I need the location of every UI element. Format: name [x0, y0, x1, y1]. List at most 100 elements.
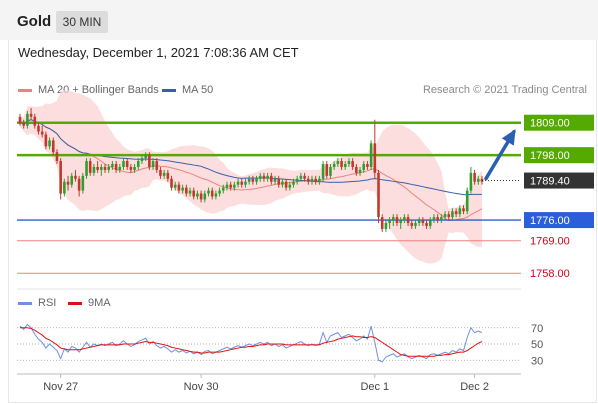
candle-body [447, 214, 451, 218]
rsi-tick-70: 70 [531, 323, 543, 335]
candle-body [469, 172, 473, 191]
candle-body [70, 175, 74, 185]
candle-body [192, 190, 196, 197]
candle-body [303, 175, 306, 179]
candle-body [329, 166, 332, 176]
candle-body [325, 164, 329, 176]
candle-body [96, 166, 99, 170]
bollinger-band [20, 90, 482, 264]
candle-body [159, 169, 162, 176]
candle-body [77, 178, 81, 191]
candle-body [33, 116, 37, 126]
level-label-1776.00: 1776.00 [530, 215, 570, 227]
candle-body [59, 161, 62, 194]
candle-body [81, 175, 85, 191]
candle-body [111, 164, 114, 167]
candle-body [369, 143, 373, 167]
candle-body [277, 178, 281, 185]
timestamp: Wednesday, December 1, 2021 7:08:36 AM C… [18, 45, 299, 60]
timeframe-button[interactable]: 30 MIN [56, 11, 108, 33]
candle-body [406, 217, 410, 224]
candle-body [51, 140, 55, 153]
candle-body [103, 166, 107, 170]
candle-body [395, 217, 399, 224]
candle-body [288, 184, 292, 188]
candle-body [29, 113, 33, 117]
copyright-text: Research © 2021 Trading Central [422, 84, 587, 96]
candle-body [199, 193, 203, 200]
level-label-1769.00: 1769.00 [530, 236, 570, 248]
candle-body [428, 220, 432, 226]
current-price-label: 1789.40 [530, 176, 570, 188]
candle-body [118, 166, 122, 170]
candle-body [266, 175, 269, 179]
candle-body [100, 166, 103, 170]
legend-swatch-9ma [68, 301, 82, 305]
candle-body [295, 178, 299, 182]
legend-9ma: 9MA [68, 297, 111, 309]
candle-body [358, 169, 362, 173]
candle-body [129, 166, 133, 170]
candle-body [140, 158, 144, 162]
candle-body [321, 164, 325, 179]
candle-body [310, 178, 314, 182]
candle-body [136, 161, 140, 167]
candle-body [477, 178, 480, 182]
candle-body [299, 175, 303, 179]
candle-body [255, 178, 258, 182]
rsi-tick-30: 30 [531, 355, 543, 367]
candle-body [48, 140, 51, 147]
candle-body [388, 220, 391, 224]
candle-body [162, 172, 166, 176]
candle-body [343, 164, 347, 167]
x-tick-label-Nov 27: Nov 27 [43, 381, 78, 393]
legend-ma50: MA 50 [162, 84, 213, 96]
candle-body [229, 184, 232, 188]
candle-body [233, 184, 236, 188]
candle-body [270, 175, 273, 182]
candle-body [436, 217, 439, 221]
candle-body [188, 190, 192, 194]
candle-body [37, 125, 40, 132]
candle-body [155, 161, 159, 170]
candle-body [432, 217, 436, 221]
candle-body [465, 190, 469, 212]
level-label-1798.00: 1798.00 [530, 150, 570, 162]
legend-swatch-rsi [18, 301, 32, 305]
level-label-1809.00: 1809.00 [530, 118, 570, 130]
candle-body [225, 184, 229, 188]
candle-body [55, 152, 59, 162]
candle-body [63, 181, 66, 194]
current-price-tag [524, 172, 594, 189]
candle-body [314, 178, 317, 182]
candle-body [221, 187, 225, 191]
candle-body [454, 211, 458, 215]
candle-body [236, 181, 240, 185]
x-tick-label-Nov 30: Nov 30 [184, 381, 219, 393]
legend-swatch-ma50 [162, 88, 176, 92]
candle-body [173, 184, 177, 188]
candle-body [133, 166, 136, 170]
candle-body [203, 193, 207, 200]
candle-body [451, 211, 454, 218]
candle-body [347, 161, 351, 165]
candle-body [340, 161, 343, 167]
legend-rsi: RSI [18, 297, 56, 309]
candle-body [148, 155, 151, 167]
candle-body [366, 164, 369, 167]
candle-body [410, 223, 414, 226]
candle-body [240, 181, 244, 185]
legend-label-ma50: MA 50 [182, 84, 214, 96]
rsi-tick-50: 50 [531, 339, 543, 351]
level-tag-1809.00 [524, 114, 594, 131]
candle-body [258, 175, 262, 179]
candle-body [318, 178, 321, 182]
candle-body [26, 113, 29, 126]
legend-swatch-ma20 [18, 88, 32, 92]
legend-label-9ma: 9MA [88, 297, 111, 309]
candle-body [177, 184, 181, 191]
candle-body [18, 116, 22, 123]
candle-body [125, 161, 129, 167]
candle-body [403, 217, 406, 221]
